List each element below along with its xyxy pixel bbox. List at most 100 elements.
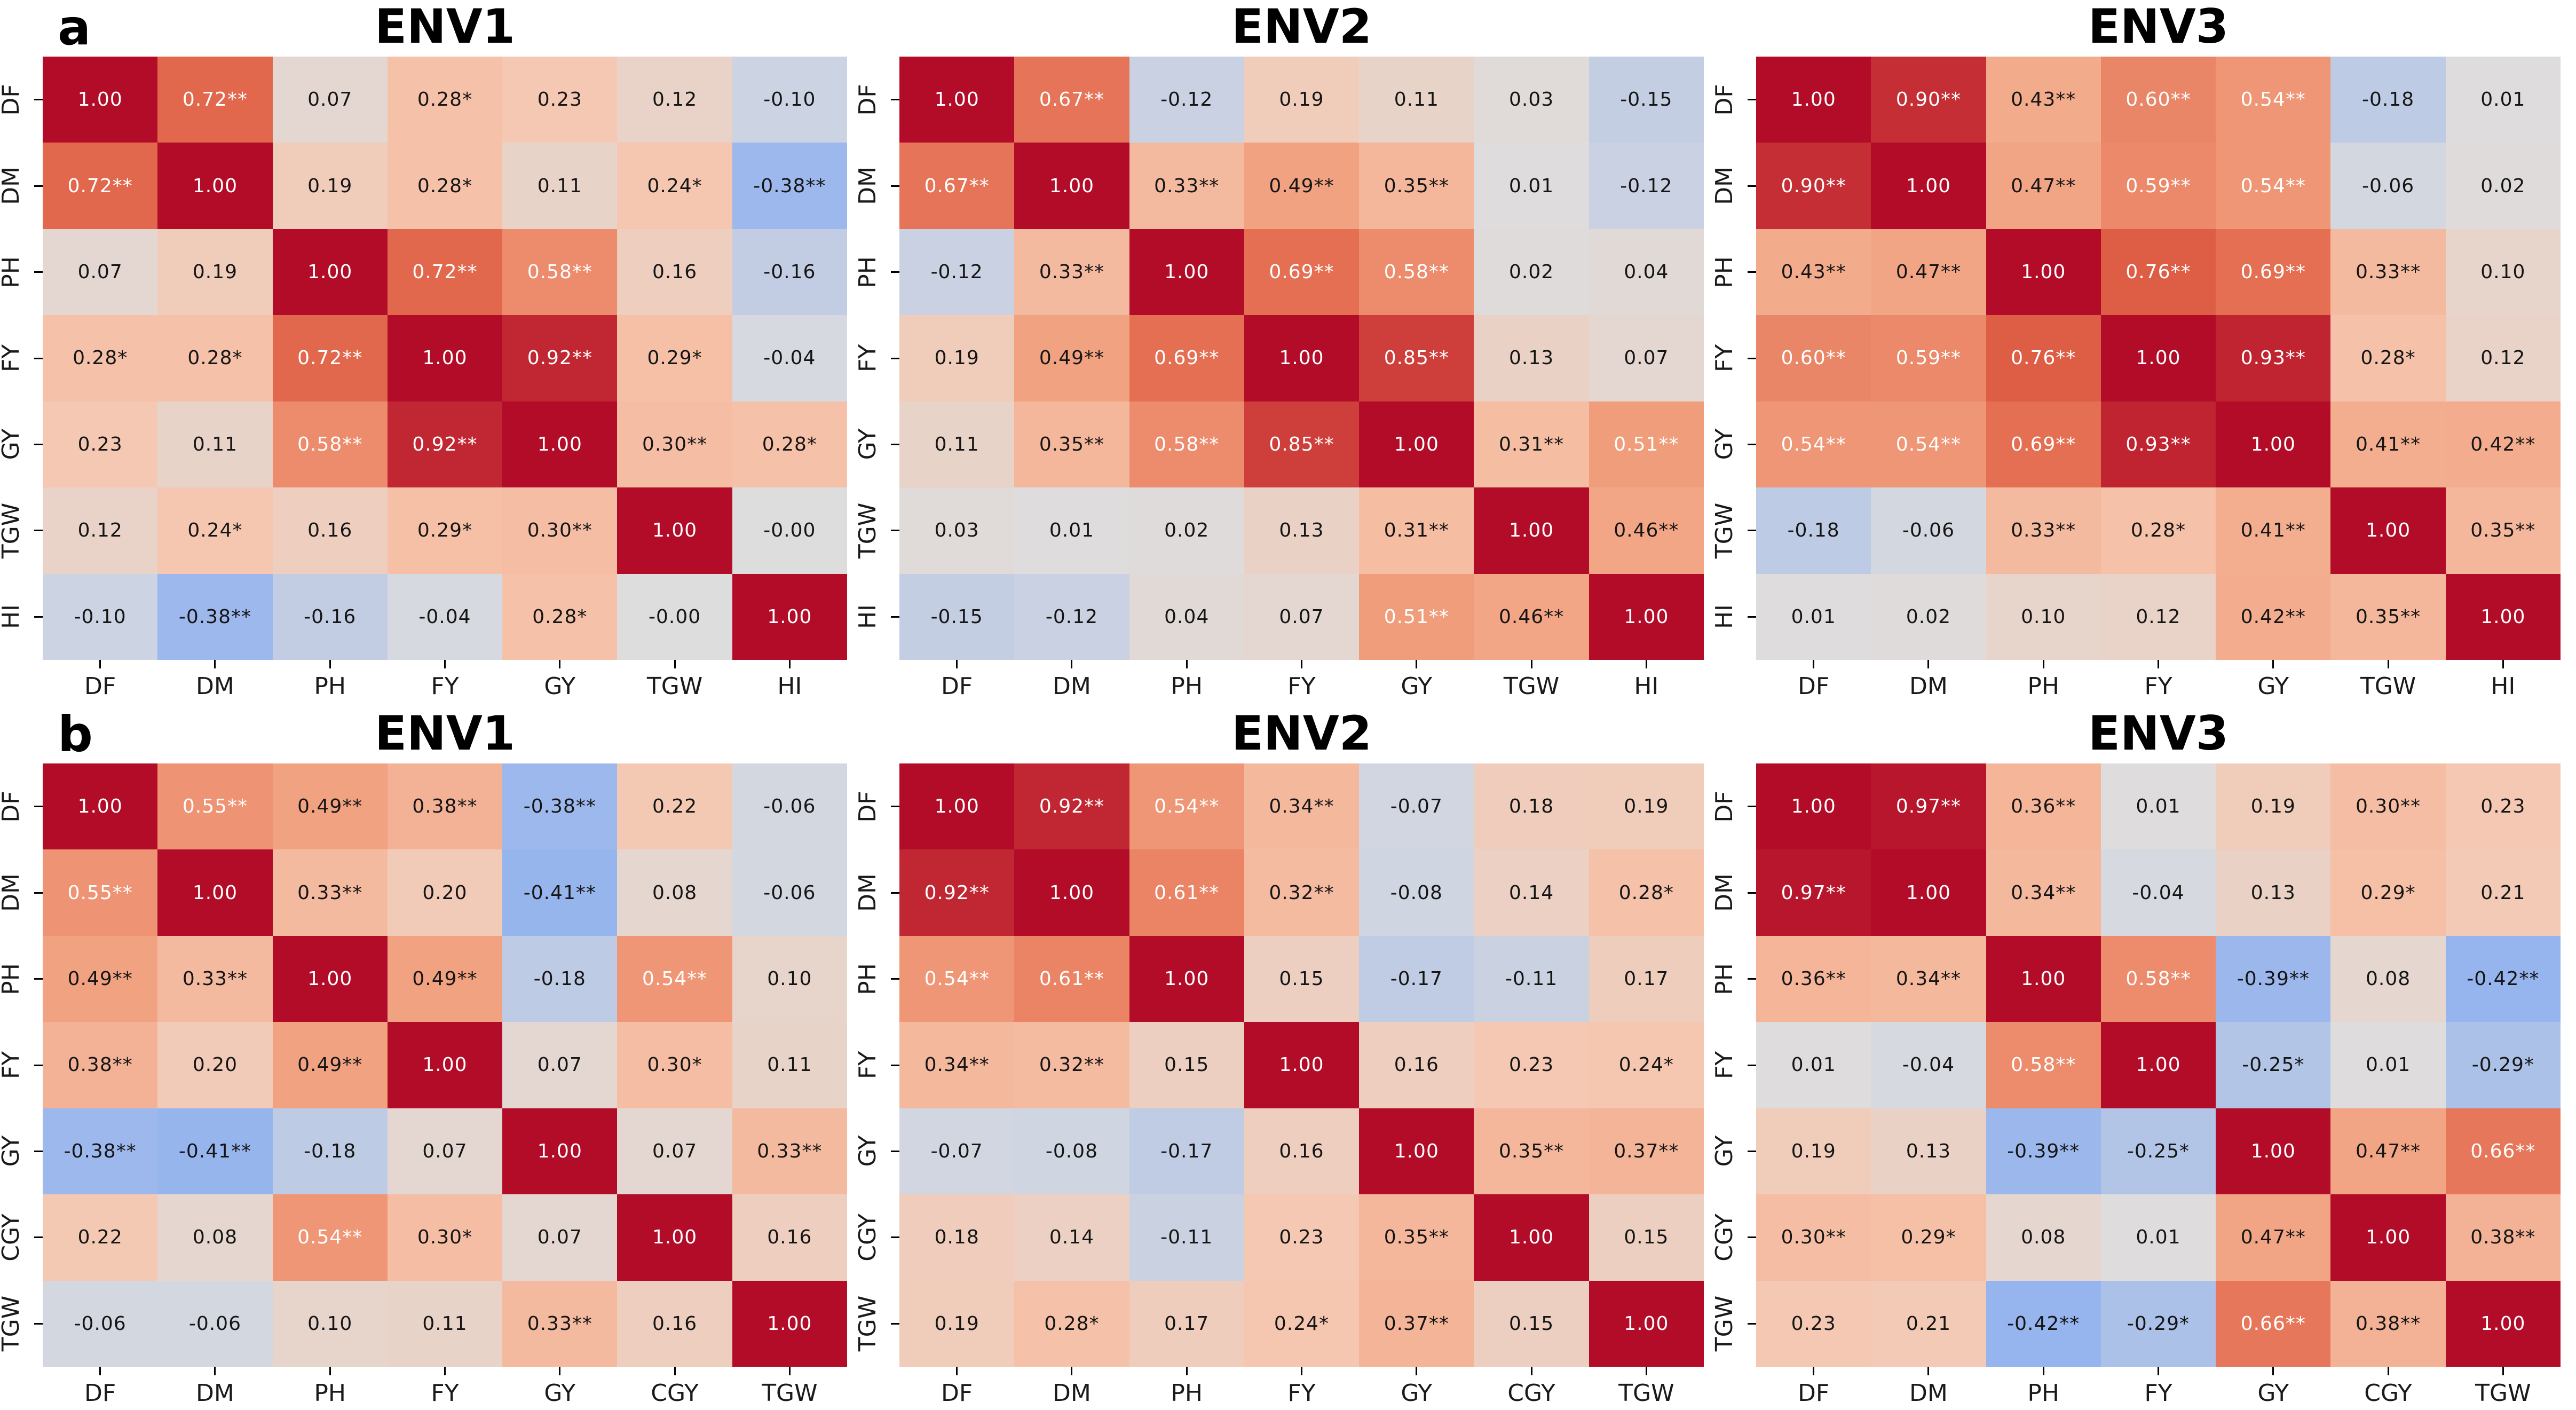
heatmap-cell-PH-GY: 0.58** — [1359, 229, 1474, 316]
y-axis-tick — [1748, 99, 1756, 101]
heatmap-cell-DM-GY: 0.54** — [2216, 143, 2331, 229]
heatmap-cell-FY-CGY: 0.30* — [617, 1022, 732, 1108]
heatmap-cell-DF-PH: 0.07 — [272, 57, 388, 143]
y-axis-tick — [891, 892, 899, 894]
x-axis-label-PH: PH — [1171, 1380, 1203, 1407]
x-axis-label-PH: PH — [314, 673, 346, 700]
y-axis-label-GY: GY — [854, 1136, 881, 1167]
heatmap-cell-DM-GY: -0.08 — [1359, 849, 1474, 936]
x-axis-label-DM: DM — [1909, 673, 1948, 700]
x-axis-tick — [2158, 660, 2159, 668]
heatmap-cell-HI-DM: 0.02 — [1871, 573, 1986, 660]
heatmap-cell-HI-DF: 0.01 — [1756, 573, 1871, 660]
heatmap-cell-DF-DM: 0.72** — [157, 57, 273, 143]
x-axis-label-TGW: TGW — [2475, 1380, 2531, 1407]
y-axis-label-HI: HI — [1710, 604, 1738, 629]
heatmap-cell-DM-PH: 0.33** — [1129, 143, 1244, 229]
heatmap-cell-GY-DF: 0.54** — [1756, 401, 1871, 488]
heatmap-cell-TGW-GY: 0.66** — [2216, 1280, 2331, 1367]
x-axis-tick — [1186, 1367, 1188, 1375]
x-axis-label-TGW: TGW — [1618, 1380, 1674, 1407]
x-axis-label-FY: FY — [431, 673, 459, 700]
heatmap-cell-DF-DF: 1.00 — [899, 763, 1015, 850]
heatmap-cell-FY-CGY: 0.01 — [2330, 1022, 2446, 1108]
x-axis-label-FY: FY — [1287, 1380, 1316, 1407]
heatmap-cell-FY-HI: 0.12 — [2445, 315, 2561, 401]
y-axis-tick — [34, 99, 43, 101]
heatmap-cell-TGW-DM: 0.21 — [1871, 1280, 1986, 1367]
heatmap-cell-FY-GY: 0.07 — [502, 1022, 618, 1108]
heatmap-cell-FY-DF: 0.28* — [43, 315, 158, 401]
x-axis-label-GY: GY — [2257, 1380, 2289, 1407]
heatmap-cell-PH-FY: 0.58** — [2100, 935, 2216, 1022]
heatmap-cell-PH-FY: 0.69** — [1244, 229, 1360, 316]
heatmap-cell-DF-HI: 0.01 — [2445, 57, 2561, 143]
x-axis-label-CGY: CGY — [1507, 1380, 1555, 1407]
heatmap-cell-PH-DF: 0.43** — [1756, 229, 1871, 316]
heatmap-cell-DF-PH: -0.12 — [1129, 57, 1244, 143]
heatmap-cell-DM-FY: -0.04 — [2100, 849, 2216, 936]
heatmap-cell-GY-GY: 1.00 — [2216, 1108, 2331, 1195]
heatmap-cell-PH-HI: 0.04 — [1589, 229, 1704, 316]
x-axis-label-DF: DF — [84, 1380, 116, 1407]
heatmap-cell-FY-DF: 0.19 — [899, 315, 1015, 401]
x-axis-tick — [1813, 660, 1815, 668]
x-axis-tick — [2387, 660, 2389, 668]
heatmap-cell-PH-DM: 0.33** — [1014, 229, 1129, 316]
heatmap-cell-TGW-PH: -0.42** — [1986, 1280, 2101, 1367]
x-axis-label-DM: DM — [1053, 1380, 1091, 1407]
y-axis-label-CGY: CGY — [0, 1214, 25, 1262]
heatmap-cell-GY-CGY: 0.35** — [1474, 1108, 1589, 1195]
heatmap-cell-TGW-DM: 0.01 — [1014, 487, 1129, 574]
heatmap-cell-DM-DF: 0.97** — [1756, 849, 1871, 936]
heatmap-cell-FY-PH: 0.49** — [272, 1022, 388, 1108]
heatmap-cell-DF-HI: -0.15 — [1589, 57, 1704, 143]
heatmap-cell-TGW-GY: 0.31** — [1359, 487, 1474, 574]
heatmap-cell-GY-DF: -0.38** — [43, 1108, 158, 1195]
y-axis-tick — [34, 1064, 43, 1066]
heatmap-cell-DM-CGY: 0.29* — [2330, 849, 2446, 936]
heatmap-cell-DF-FY: 0.19 — [1244, 57, 1360, 143]
x-axis-label-GY: GY — [2257, 673, 2289, 700]
x-axis-tick — [1530, 660, 1532, 668]
x-axis-label-HI: HI — [1634, 673, 1659, 700]
y-axis-tick — [891, 806, 899, 808]
x-axis-tick — [2272, 1367, 2274, 1375]
heatmap-cell-CGY-CGY: 1.00 — [2330, 1194, 2446, 1281]
y-axis-tick — [891, 271, 899, 273]
heatmap-cell-DF-HI: -0.10 — [732, 57, 847, 143]
heatmap-cell-FY-TGW: 0.24* — [1589, 1022, 1704, 1108]
x-axis-label-DF: DF — [941, 1380, 973, 1407]
heatmap-cell-FY-GY: 0.93** — [2216, 315, 2331, 401]
heatmap-cell-DM-DF: 0.72** — [43, 143, 158, 229]
heatmap-cell-TGW-HI: 0.35** — [2445, 487, 2561, 574]
x-axis-label-DF: DF — [941, 673, 973, 700]
heatmap-cell-TGW-PH: 0.33** — [1986, 487, 2101, 574]
heatmap-cell-DF-TGW: 0.12 — [617, 57, 732, 143]
x-axis-tick — [99, 1367, 101, 1375]
y-axis-tick — [891, 1236, 899, 1239]
y-axis-label-GY: GY — [0, 429, 25, 460]
heatmap-cell-FY-FY: 1.00 — [1244, 1022, 1360, 1108]
heatmap-a-ENV2: 1.00 0.67** -0.12 0.19 0.11 0.03 -0.15 0.67** 1.… — [899, 57, 1704, 660]
heatmap-cell-TGW-GY: 0.41** — [2216, 487, 2331, 574]
heatmap-cell-DF-PH: 0.36** — [1986, 763, 2101, 850]
heatmap-cell-TGW-GY: 0.37** — [1359, 1280, 1474, 1367]
heatmap-cell-TGW-GY: 0.33** — [502, 1280, 618, 1367]
heatmap-cell-TGW-DM: -0.06 — [1871, 487, 1986, 574]
heatmap-cell-DF-TGW: -0.06 — [732, 763, 847, 850]
heatmap-cell-DM-DM: 1.00 — [157, 849, 273, 936]
heatmap-cell-DF-FY: 0.01 — [2100, 763, 2216, 850]
x-axis-tick — [444, 660, 446, 668]
heatmap-cell-FY-HI: -0.04 — [732, 315, 847, 401]
y-axis-label-DF: DF — [1710, 791, 1738, 823]
heatmap-cell-HI-FY: -0.04 — [387, 573, 503, 660]
heatmap-cell-DF-DM: 0.90** — [1871, 57, 1986, 143]
heatmap-cell-TGW-DF: 0.12 — [43, 487, 158, 574]
x-axis-tick — [1301, 660, 1302, 668]
heatmap-cell-FY-DM: -0.04 — [1871, 1022, 1986, 1108]
x-axis-label-DM: DM — [1053, 673, 1091, 700]
heatmap-cell-DF-GY: 0.23 — [502, 57, 618, 143]
x-axis-tick — [1927, 1367, 1930, 1375]
heatmap-cell-DF-GY: -0.38** — [502, 763, 618, 850]
